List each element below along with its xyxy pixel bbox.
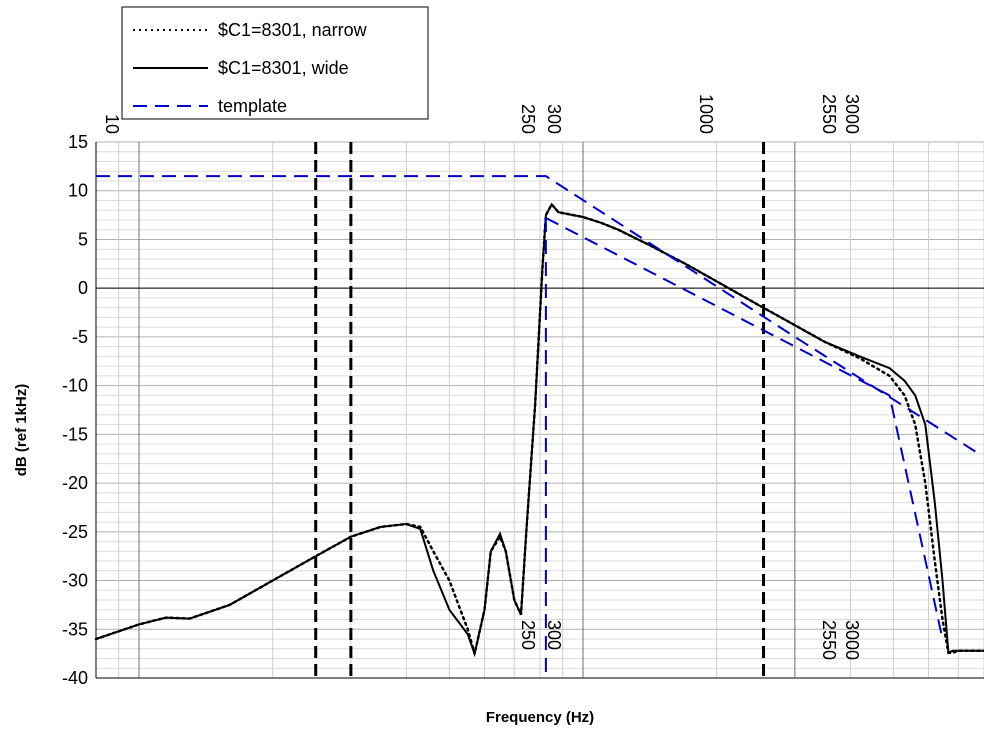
series-template-segment bbox=[545, 217, 944, 640]
y-tick-label: -25 bbox=[62, 522, 88, 542]
x-axis-label: Frequency (Hz) bbox=[486, 709, 594, 726]
top-tick-label: 2550 bbox=[819, 94, 839, 134]
y-tick-label: -15 bbox=[62, 424, 88, 444]
legend: $C1=8301, narrow $C1=8301, wide template bbox=[121, 6, 429, 120]
top-tick-label: 250 bbox=[518, 104, 538, 134]
y-tick-label: 10 bbox=[68, 181, 88, 201]
bottom-tick-label: 2550 bbox=[819, 620, 839, 660]
y-tick-labels: 15 10 5 0 -5 -10 -15 -20 -25 -30 -35 -40 bbox=[62, 132, 88, 688]
legend-label: $C1=8301, narrow bbox=[218, 20, 368, 40]
y-tick-label: -30 bbox=[62, 571, 88, 591]
y-tick-label: -10 bbox=[62, 376, 88, 396]
y-axis-label: dB (ref 1kHz) bbox=[13, 384, 30, 477]
grid bbox=[95, 141, 984, 679]
y-tick-label: -20 bbox=[62, 473, 88, 493]
bottom-tick-label: 300 bbox=[544, 620, 564, 650]
y-tick-label: -40 bbox=[62, 668, 88, 688]
top-tick-label: 3000 bbox=[842, 94, 862, 134]
top-tick-label: 1000 bbox=[696, 94, 716, 134]
top-tick-label: 300 bbox=[544, 104, 564, 134]
legend-label: template bbox=[218, 96, 287, 116]
bottom-tick-labels: 250 300 2550 3000 bbox=[518, 620, 862, 660]
legend-label: $C1=8301, wide bbox=[218, 58, 349, 78]
top-tick-label: 10 bbox=[102, 114, 122, 134]
legend-box bbox=[121, 6, 429, 120]
series-template-segment bbox=[96, 175, 980, 455]
y-tick-label: 5 bbox=[78, 229, 88, 249]
bottom-tick-label: 3000 bbox=[842, 620, 862, 660]
series--c1-8301-wide bbox=[95, 202, 984, 658]
y-tick-label: 15 bbox=[68, 132, 88, 152]
y-tick-label: 0 bbox=[78, 278, 88, 298]
series-layer bbox=[94, 175, 984, 678]
y-tick-label: -35 bbox=[62, 619, 88, 639]
y-tick-label: -5 bbox=[72, 327, 88, 347]
bottom-tick-label: 250 bbox=[518, 620, 538, 650]
top-tick-labels: 10 250 300 1000 2550 3000 bbox=[102, 94, 862, 134]
